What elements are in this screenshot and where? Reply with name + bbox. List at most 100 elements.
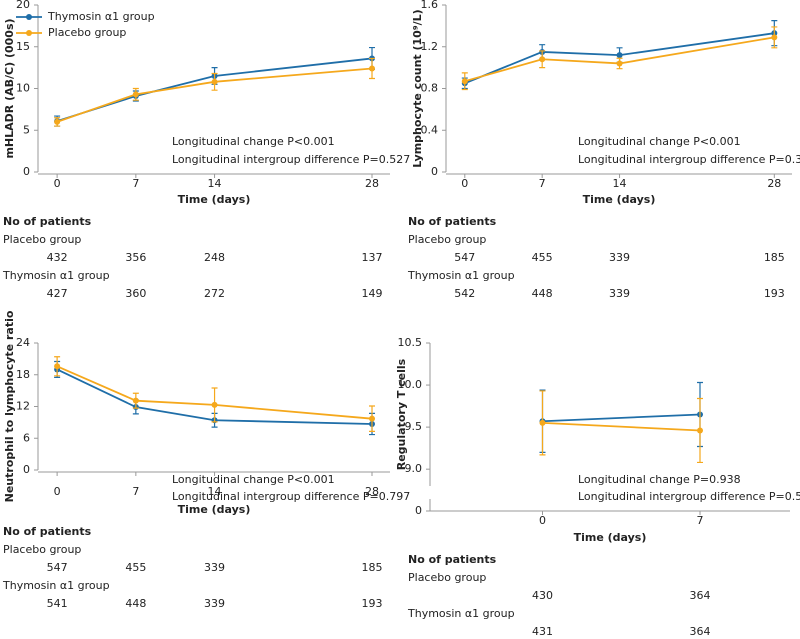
series-line [464,32,775,85]
table-row-name: Thymosin α1 group [407,607,515,620]
patient-count: 360 [125,287,146,300]
patient-count: 185 [764,251,785,264]
table-title: No of patients [408,215,497,228]
annotation: Longitudinal change P=0.938 [578,473,741,486]
x-tick-label: 14 [613,177,627,190]
point [697,427,703,434]
y-tick-label: 20 [16,0,30,11]
point [211,401,218,408]
x-tick-label: 14 [208,485,222,498]
patient-count: 430 [532,589,553,602]
x-axis-title: Time (days) [574,531,647,544]
patient-count: 547 [47,561,68,574]
patient-count: 364 [690,625,711,638]
y-tick-label: 0.4 [421,123,439,136]
y-tick-label: 12 [16,400,30,413]
patient-count: 431 [532,625,553,638]
x-tick-label: 14 [208,177,222,190]
y-tick-label: 0 [431,165,438,178]
patient-count: 541 [47,597,68,610]
point [461,78,468,85]
y-axis-title: Regulatory T cells [395,358,408,470]
y-tick-label: 0 [23,463,30,476]
series-line [542,413,701,423]
legend-label: Thymosin α1 group [47,10,155,23]
annotation: Longitudinal intergroup difference P=0.3… [578,153,800,166]
y-tick-label: 10.5 [398,336,423,349]
x-tick-label: 7 [132,177,139,190]
patient-count: 272 [204,287,225,300]
x-tick-label: 7 [132,485,139,498]
point [369,415,376,422]
point [369,65,376,72]
y-axis-title: mHLADR (AB/C) (000s) [3,18,16,158]
x-tick-label: 28 [365,485,379,498]
legend-label: Placebo group [48,26,126,39]
patient-count: 339 [609,251,630,264]
patient-count: 455 [532,251,553,264]
patient-count: 193 [764,287,785,300]
patient-count: 455 [125,561,146,574]
y-tick-label: 9.0 [405,462,423,475]
table-title: No of patients [3,525,92,538]
point [616,60,623,67]
patient-count: 547 [454,251,475,264]
annotation: Longitudinal change P<0.001 [578,135,741,148]
point [539,419,546,426]
patient-count: 137 [362,251,383,264]
x-tick-label: 7 [539,177,546,190]
patient-count: 248 [204,251,225,264]
point [54,363,61,370]
y-tick-label: 18 [16,368,30,381]
x-axis-title: Time (days) [178,193,251,206]
x-tick-label: 7 [697,514,704,527]
table-row-name: Thymosin α1 group [2,579,110,592]
patient-count: 339 [204,561,225,574]
y-tick-label: 15 [16,40,30,53]
x-tick-label: 0 [54,177,61,190]
point [211,78,218,85]
series-line [56,67,373,123]
legend-marker [26,14,32,20]
x-tick-label: 28 [767,177,781,190]
y-axis-title: Lymphocyte count (10⁹/L) [411,9,424,167]
legend-marker [26,30,32,36]
point [132,397,139,404]
y-tick-label: 10.0 [398,378,423,391]
y-tick-label: 1.2 [421,40,439,53]
annotation: Longitudinal intergroup difference P=0.7… [172,490,410,503]
table-row-name: Placebo group [408,233,486,246]
x-tick-label: 0 [539,514,546,527]
table-title: No of patients [3,215,92,228]
y-tick-label: 0 [23,165,30,178]
table-row-name: Placebo group [3,543,81,556]
x-axis-title: Time (days) [178,503,251,516]
y-tick-label: 10 [16,82,30,95]
point [132,91,139,98]
table-row-name: Thymosin α1 group [2,269,110,282]
table-row-name: Thymosin α1 group [407,269,515,282]
patient-count: 432 [47,251,68,264]
table-row-name: Placebo group [3,233,81,246]
point [539,56,546,63]
point [771,34,778,41]
series-line [464,36,775,83]
table-row-name: Placebo group [408,571,486,584]
y-tick-label: 0 [415,504,422,517]
y-axis-title: Neutrophil to lymphocyte ratio [3,310,16,502]
patient-count: 185 [362,561,383,574]
annotation: Longitudinal change P<0.001 [172,473,335,486]
x-tick-label: 28 [365,177,379,190]
x-tick-label: 0 [54,485,61,498]
y-tick-label: 5 [23,123,30,136]
annotation: Longitudinal change P<0.001 [172,135,335,148]
series-line [56,368,373,425]
annotation: Longitudinal intergroup difference P=0.5… [172,153,410,166]
patient-count: 193 [362,597,383,610]
patient-count: 149 [362,287,383,300]
patient-count: 364 [690,589,711,602]
patient-count: 427 [47,287,68,300]
x-axis-title: Time (days) [583,193,656,206]
patient-count: 448 [532,287,553,300]
